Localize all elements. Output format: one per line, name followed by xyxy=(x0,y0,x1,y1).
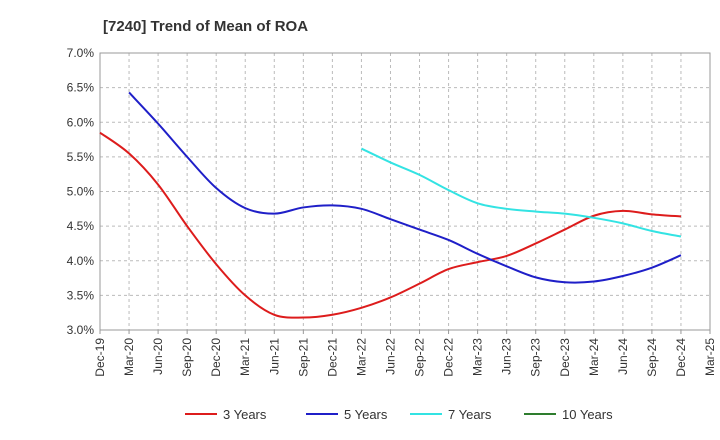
x-tick-label: Sep-22 xyxy=(413,338,427,377)
x-axis: Dec-19 Mar-20 Jun-20 Sep-20 Dec-20 Mar-21 Jun-… xyxy=(93,330,717,377)
x-tick-label: Mar-21 xyxy=(238,338,252,376)
x-tick-label: Dec-23 xyxy=(558,338,572,377)
legend: 3 Years 5 Years 7 Years 10 Years xyxy=(185,407,613,422)
series-line-7-years xyxy=(360,147,682,238)
y-tick-label: 3.5% xyxy=(67,288,95,302)
y-tick-label: 5.0% xyxy=(67,185,95,199)
series-line-5-years xyxy=(128,91,682,284)
y-tick-label: 6.5% xyxy=(67,81,95,95)
x-tick-label: Sep-23 xyxy=(529,338,543,377)
x-tick-label: Mar-22 xyxy=(354,338,368,376)
x-tick-label: Dec-22 xyxy=(442,338,456,377)
series-lines xyxy=(99,91,682,319)
plot-area-frame xyxy=(99,52,711,331)
x-tick-label: Jun-24 xyxy=(616,338,630,375)
x-tick-label: Sep-24 xyxy=(645,338,659,377)
x-tick-label: Dec-21 xyxy=(325,338,339,377)
legend-label: 7 Years xyxy=(448,407,492,422)
x-tick-label: Dec-20 xyxy=(209,338,223,377)
x-tick-label: Jun-21 xyxy=(267,338,281,375)
chart-title: [7240] Trend of Mean of ROA xyxy=(103,18,308,35)
x-tick-label: Jun-20 xyxy=(151,338,165,375)
series-line-3-years xyxy=(99,131,682,319)
legend-label: 3 Years xyxy=(223,407,267,422)
grid-lines xyxy=(99,52,711,331)
y-tick-label: 3.0% xyxy=(67,323,95,337)
x-tick-label: Mar-20 xyxy=(122,338,136,376)
y-tick-label: 4.5% xyxy=(67,219,95,233)
x-tick-label: Mar-23 xyxy=(471,338,485,376)
x-tick-label: Jun-22 xyxy=(383,338,397,375)
y-tick-label: 5.5% xyxy=(67,150,95,164)
legend-label: 10 Years xyxy=(562,407,613,422)
x-tick-label: Dec-19 xyxy=(93,338,107,377)
x-tick-label: Sep-20 xyxy=(180,338,194,377)
x-tick-label: Sep-21 xyxy=(296,338,310,377)
x-tick-label: Mar-24 xyxy=(587,338,601,376)
y-tick-label: 7.0% xyxy=(67,46,95,60)
x-tick-label: Jun-23 xyxy=(500,338,514,375)
x-tick-label: Dec-24 xyxy=(674,338,688,377)
x-tick-label: Mar-25 xyxy=(703,338,717,376)
legend-label: 5 Years xyxy=(344,407,388,422)
y-tick-label: 4.0% xyxy=(67,254,95,268)
y-tick-label: 6.0% xyxy=(67,115,95,129)
y-axis: 7.0% 6.5% 6.0% 5.5% 5.0% 4.5% 4.0% 3.5% 3.0% xyxy=(67,46,95,337)
